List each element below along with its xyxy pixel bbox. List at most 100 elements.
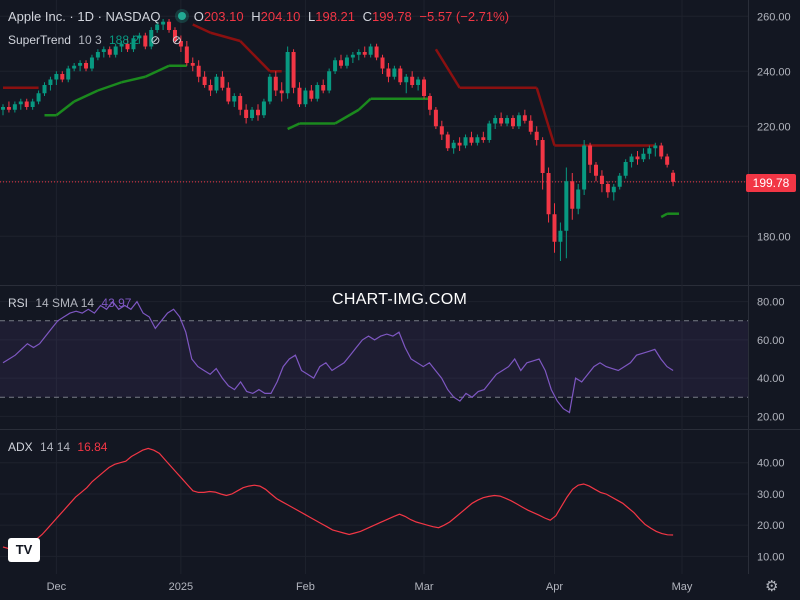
candle-body xyxy=(78,63,83,66)
rsi-legend[interactable]: RSI 14 SMA 14 43.97 xyxy=(8,296,135,310)
candle-body xyxy=(273,76,278,91)
supertrend-legend[interactable]: SuperTrend 10 3 188.2 ⊘ ⊘ xyxy=(8,33,186,47)
candle-body xyxy=(552,214,557,242)
candle-body xyxy=(297,87,302,105)
candle-body xyxy=(629,156,634,162)
supertrend-segment xyxy=(660,212,668,219)
candle-body xyxy=(119,43,124,47)
candle-body xyxy=(404,76,409,83)
candle-body xyxy=(605,184,610,193)
time-tick-label: Apr xyxy=(546,581,563,593)
candle-body xyxy=(576,189,581,209)
eye-off-icon[interactable]: ⊘ xyxy=(171,33,182,47)
eye-off-icon[interactable]: ⊘ xyxy=(150,33,161,47)
rsi-name: RSI xyxy=(8,296,29,310)
candle-body xyxy=(214,76,219,91)
candle-body xyxy=(427,96,432,110)
symbol-title[interactable]: Apple Inc. · 1D · NASDAQ xyxy=(8,9,161,24)
candle-body xyxy=(267,76,272,102)
adx-line xyxy=(2,447,674,551)
candle-body xyxy=(321,85,326,91)
candle-body xyxy=(226,87,231,102)
candle-body xyxy=(659,145,664,157)
candle-body xyxy=(131,38,136,50)
candle-body xyxy=(463,137,468,146)
candle-body xyxy=(208,85,213,91)
candle-body xyxy=(89,57,94,69)
candle-body xyxy=(647,148,652,154)
candle-body xyxy=(570,181,575,209)
candle-body xyxy=(66,68,71,80)
candle-body xyxy=(433,109,438,127)
adx-series xyxy=(2,447,674,551)
gear-icon[interactable]: ⚙ xyxy=(765,578,779,595)
candle-body xyxy=(374,46,379,58)
rsi-band-fill xyxy=(0,320,748,398)
adx-legend[interactable]: ADX 14 14 16.84 xyxy=(8,440,111,454)
supertrend-segment xyxy=(239,40,271,73)
candle-body xyxy=(24,101,29,107)
candle-body xyxy=(457,142,462,146)
candle-body xyxy=(522,115,527,121)
candle-body xyxy=(350,54,355,58)
candle-body xyxy=(244,109,249,118)
candle-body xyxy=(451,142,456,149)
market-status-dot-icon xyxy=(178,12,187,20)
candle-body xyxy=(220,76,225,88)
candle-body xyxy=(143,35,148,47)
price-axis: 180.00200.00220.00240.00260.0020.0040.00… xyxy=(757,11,791,563)
supertrend-segment xyxy=(144,64,170,78)
candle-body xyxy=(107,49,112,55)
adx-params: 14 14 xyxy=(40,440,71,454)
time-tick-label: Feb xyxy=(296,581,315,593)
symbol-legend: Apple Inc. · 1D · NASDAQ O203.10 H204.10… xyxy=(8,9,513,24)
candle-body xyxy=(1,107,5,110)
close-value: 199.78 xyxy=(372,9,412,24)
candle-body xyxy=(261,101,266,116)
tradingview-logo[interactable]: TV xyxy=(8,538,40,562)
candle-body xyxy=(540,140,545,173)
candle-body xyxy=(184,46,189,63)
supertrend-segment xyxy=(55,100,75,117)
candle-body xyxy=(594,164,598,176)
candle-body xyxy=(356,52,361,55)
time-tick-label: May xyxy=(672,581,693,593)
candle-body xyxy=(641,153,646,160)
candle-body xyxy=(439,126,444,135)
candle-body xyxy=(671,172,676,182)
candle-body xyxy=(475,137,480,143)
rsi-line xyxy=(2,300,674,414)
candle-body xyxy=(18,101,23,105)
last-price-label: 199.78 xyxy=(746,174,796,192)
candle-body xyxy=(161,21,166,25)
supertrend-segment xyxy=(535,87,556,146)
candle-body xyxy=(149,30,154,47)
candle-body xyxy=(60,74,65,80)
rsi-tick-label: 40.00 xyxy=(757,373,785,385)
candle-body xyxy=(344,57,349,66)
candle-body xyxy=(339,60,344,66)
candle-body xyxy=(493,118,498,124)
time-tick-label: Dec xyxy=(47,581,67,593)
candle-body xyxy=(12,104,17,110)
price-tick-label: 180.00 xyxy=(757,231,791,243)
candle-body xyxy=(534,131,539,140)
candle-body xyxy=(202,76,207,85)
candle-body xyxy=(469,137,474,143)
candle-body xyxy=(285,52,290,94)
candle-body xyxy=(95,52,100,58)
candle-body xyxy=(564,181,569,231)
candle-body xyxy=(386,68,391,77)
supertrend-segment xyxy=(357,97,372,111)
price-tick-label: 240.00 xyxy=(757,66,791,78)
time-tick-label: 2025 xyxy=(169,581,193,593)
rsi-params: 14 SMA 14 xyxy=(35,296,95,310)
supertrend-segment xyxy=(287,122,301,131)
candle-body xyxy=(30,101,35,107)
candle-body xyxy=(445,134,450,149)
candle-body xyxy=(582,145,587,190)
low-value: 198.21 xyxy=(315,9,355,24)
supertrend-name: SuperTrend xyxy=(8,33,71,47)
candle-body xyxy=(588,145,593,165)
